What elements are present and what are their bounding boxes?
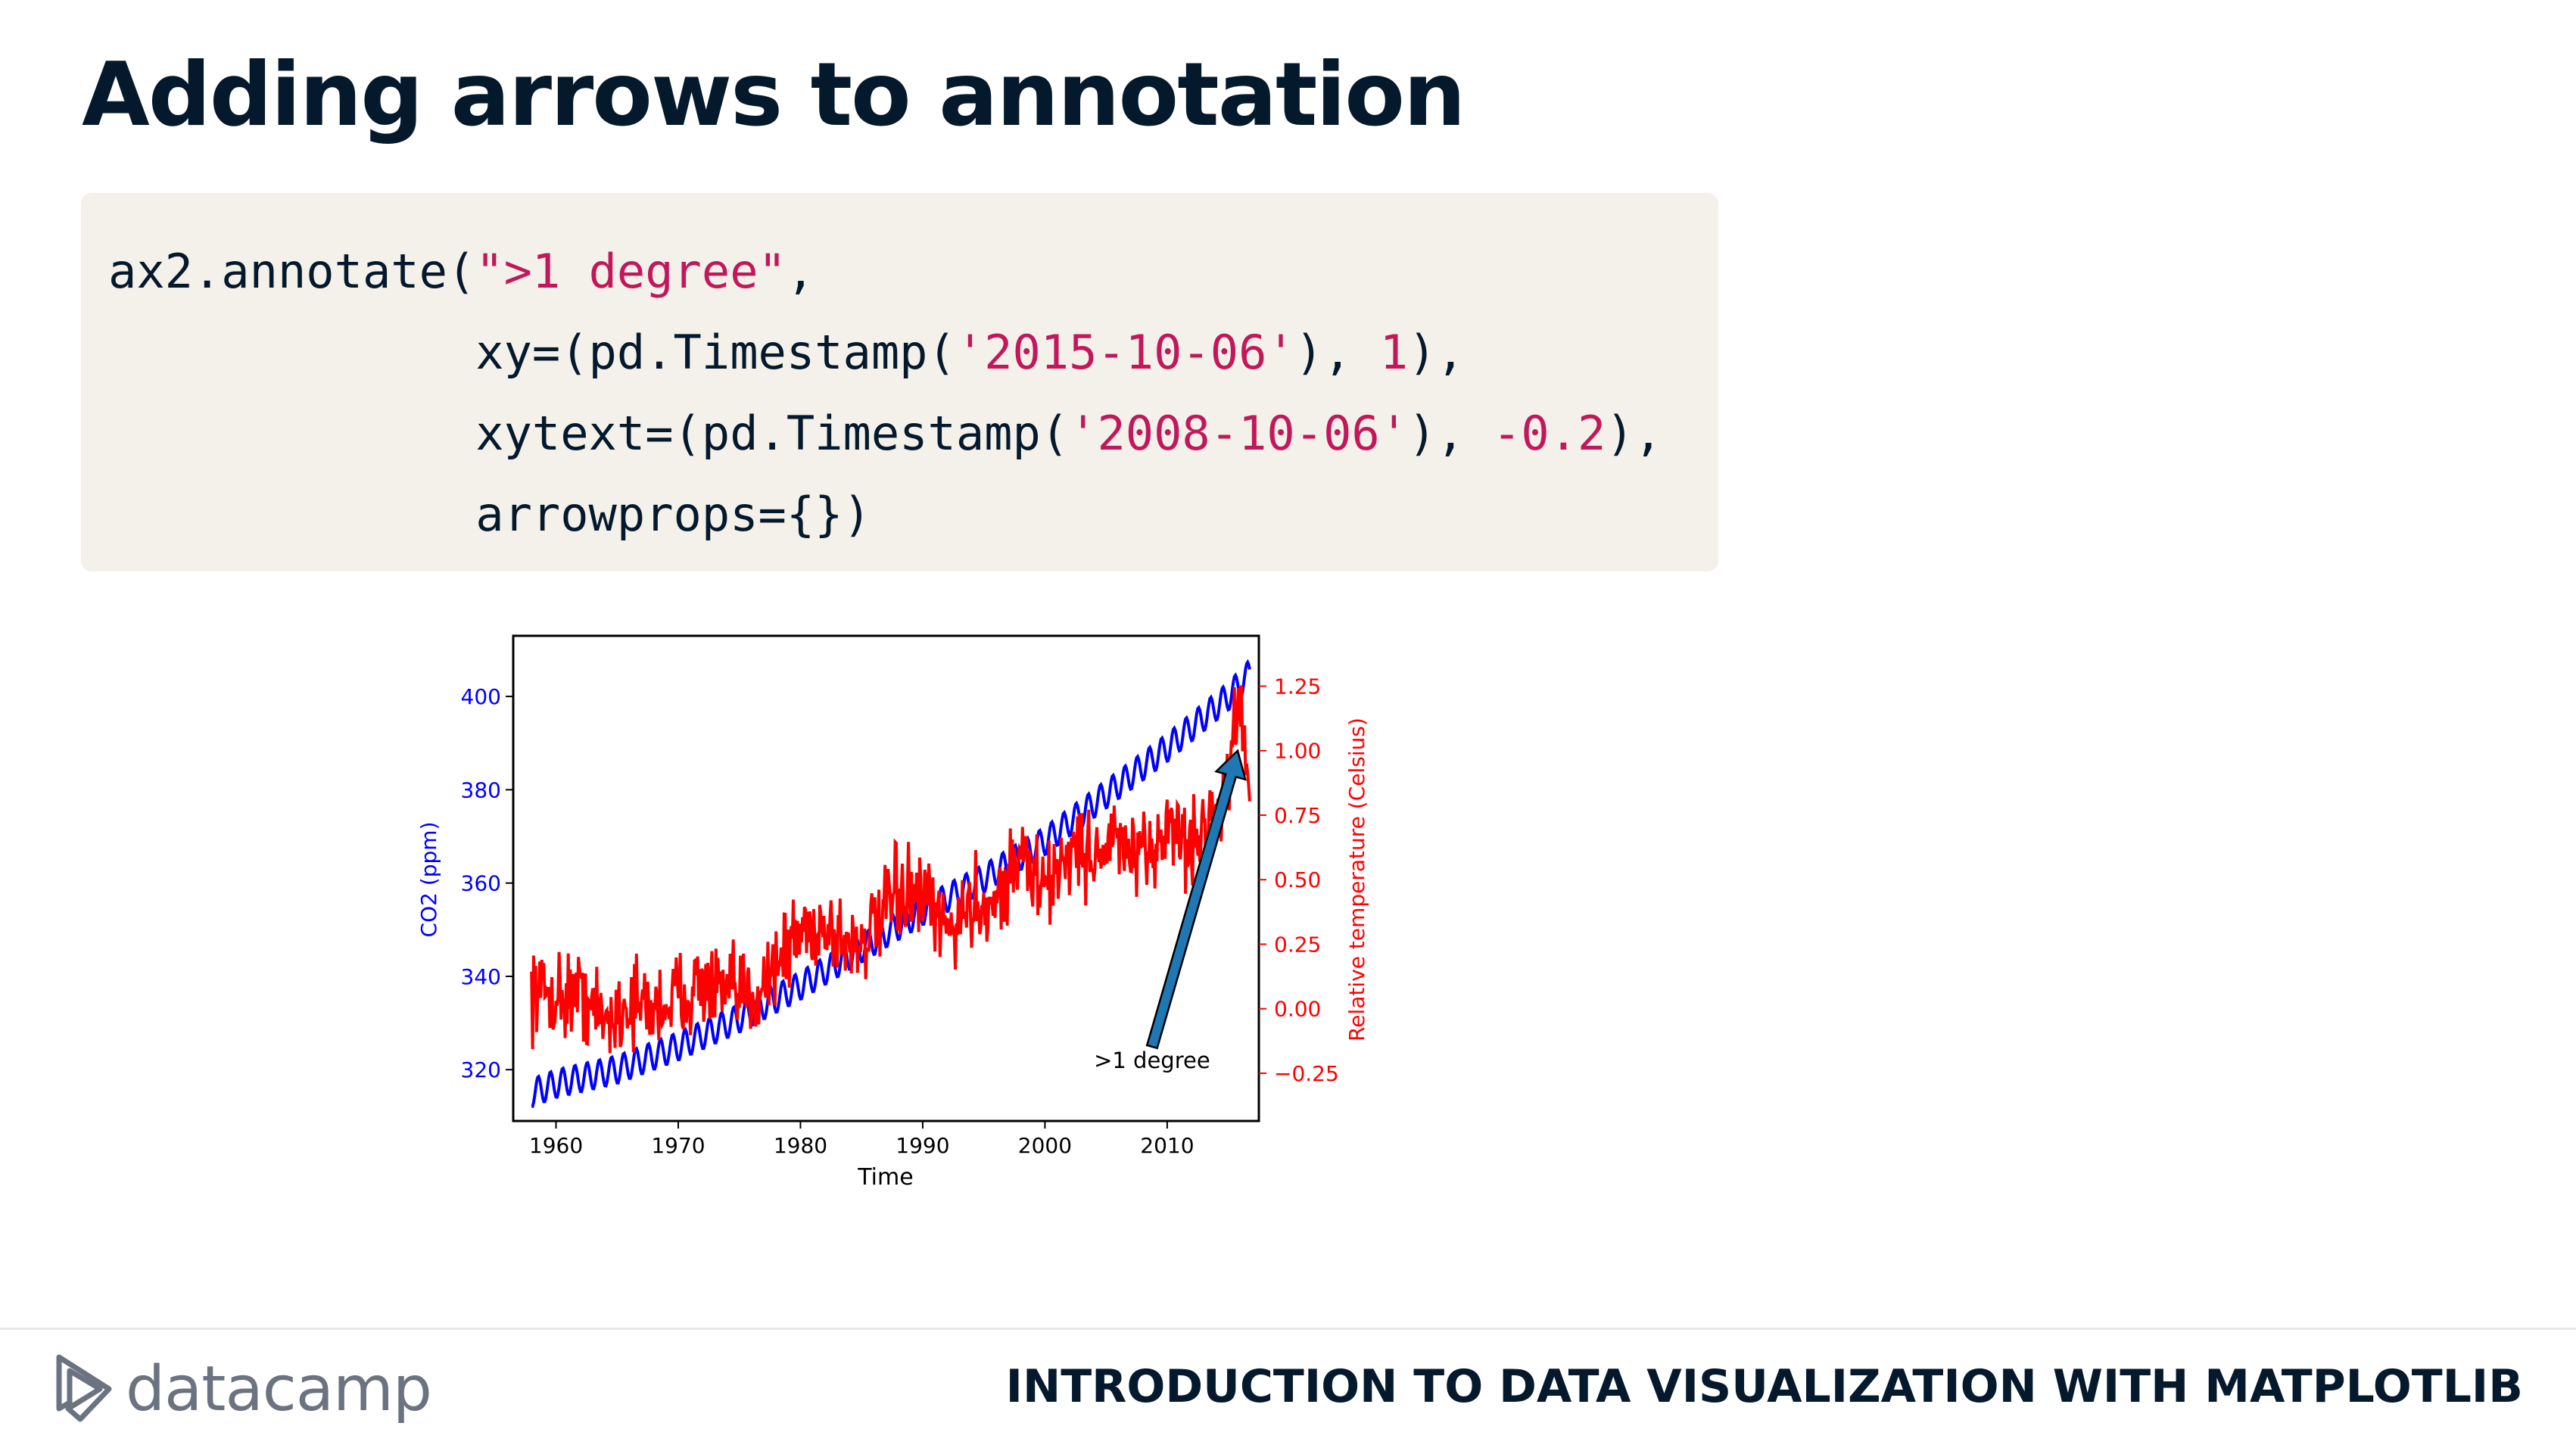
code-token: ,	[786, 244, 815, 299]
code-token: ax2.annotate(	[108, 244, 476, 299]
code-token: ">1 degree"	[475, 244, 787, 299]
y-axis-left-label: CO2 (ppm)	[416, 822, 441, 938]
code-token: -0.2	[1493, 406, 1606, 461]
footer-course-title: INTRODUCTION TO DATA VISUALIZATION WITH …	[1005, 1360, 2523, 1413]
annotation-text: >1 degree	[1094, 1048, 1210, 1073]
x-axis-label: Time	[857, 1164, 913, 1191]
y-left-tick-label: 320	[461, 1057, 501, 1082]
code-token: ),	[1408, 406, 1494, 461]
code-block: ax2.annotate(">1 degree", xy=(pd.Timesta…	[81, 193, 1718, 571]
code-line: xy=(pd.Timestamp('2015-10-06'), 1),	[108, 325, 1465, 380]
y-left-tick-label: 360	[461, 871, 501, 896]
code-token: ),	[1408, 325, 1465, 380]
y-right-tick-label: 1.25	[1274, 674, 1321, 699]
code-token: 1	[1379, 325, 1409, 380]
y-right-tick-label: 1.00	[1274, 739, 1321, 764]
y-axis-right-label: Relative temperature (Celsius)	[1344, 718, 1369, 1042]
code-line: arrowprops={})	[108, 487, 871, 542]
x-tick-label: 1980	[774, 1133, 827, 1158]
logo-text: datacamp	[126, 1353, 432, 1425]
code-text: ax2.annotate(">1 degree", xy=(pd.Timesta…	[108, 231, 1662, 555]
code-token: xytext=(pd.Timestamp(	[108, 406, 1070, 461]
y-right-tick-label: 0.25	[1274, 932, 1321, 957]
x-tick-label: 2000	[1018, 1133, 1072, 1158]
annotation-arrow	[1145, 749, 1247, 1050]
code-token: ),	[1294, 325, 1380, 380]
y-right-tick-label: 0.50	[1274, 867, 1321, 892]
chart: 1960 1970 1980 1990 2000 2010 320 340 360 380 400 −…	[409, 621, 1416, 1203]
series-temperature-line	[530, 685, 1251, 1054]
x-tick-label: 1960	[529, 1133, 583, 1158]
y-right-tick-label: 0.00	[1274, 997, 1321, 1022]
plot-frame	[512, 634, 1260, 1123]
x-tick-label: 1970	[651, 1133, 705, 1158]
x-tick-label: 1990	[896, 1133, 949, 1158]
slide-title: Adding arrows to annotation	[82, 44, 1466, 146]
y-right-tick-label: 0.75	[1274, 803, 1321, 828]
code-line: ax2.annotate(">1 degree",	[108, 244, 815, 299]
code-token: arrowprops={})	[108, 487, 871, 542]
chart-svg: 1960 1970 1980 1990 2000 2010 320 340 360 380 400 −…	[416, 634, 1369, 1191]
code-token: xy=(pd.Timestamp(	[108, 325, 956, 380]
series-co2-line	[531, 659, 1251, 1108]
datacamp-logo-icon	[56, 1354, 112, 1422]
code-token: '2015-10-06'	[955, 325, 1295, 380]
y-right-tick-label: −0.25	[1274, 1061, 1339, 1086]
x-tick-label: 2010	[1140, 1133, 1194, 1158]
datacamp-logo: datacamp	[55, 1347, 432, 1431]
code-token: '2008-10-06'	[1069, 406, 1409, 461]
y-left-tick-label: 380	[461, 777, 501, 802]
footer-divider	[0, 1328, 2576, 1330]
y-left-tick-label: 340	[461, 964, 501, 989]
code-line: xytext=(pd.Timestamp('2008-10-06'), -0.2…	[108, 406, 1662, 461]
y-left-tick-label: 400	[461, 684, 501, 709]
code-token: ),	[1606, 406, 1663, 461]
